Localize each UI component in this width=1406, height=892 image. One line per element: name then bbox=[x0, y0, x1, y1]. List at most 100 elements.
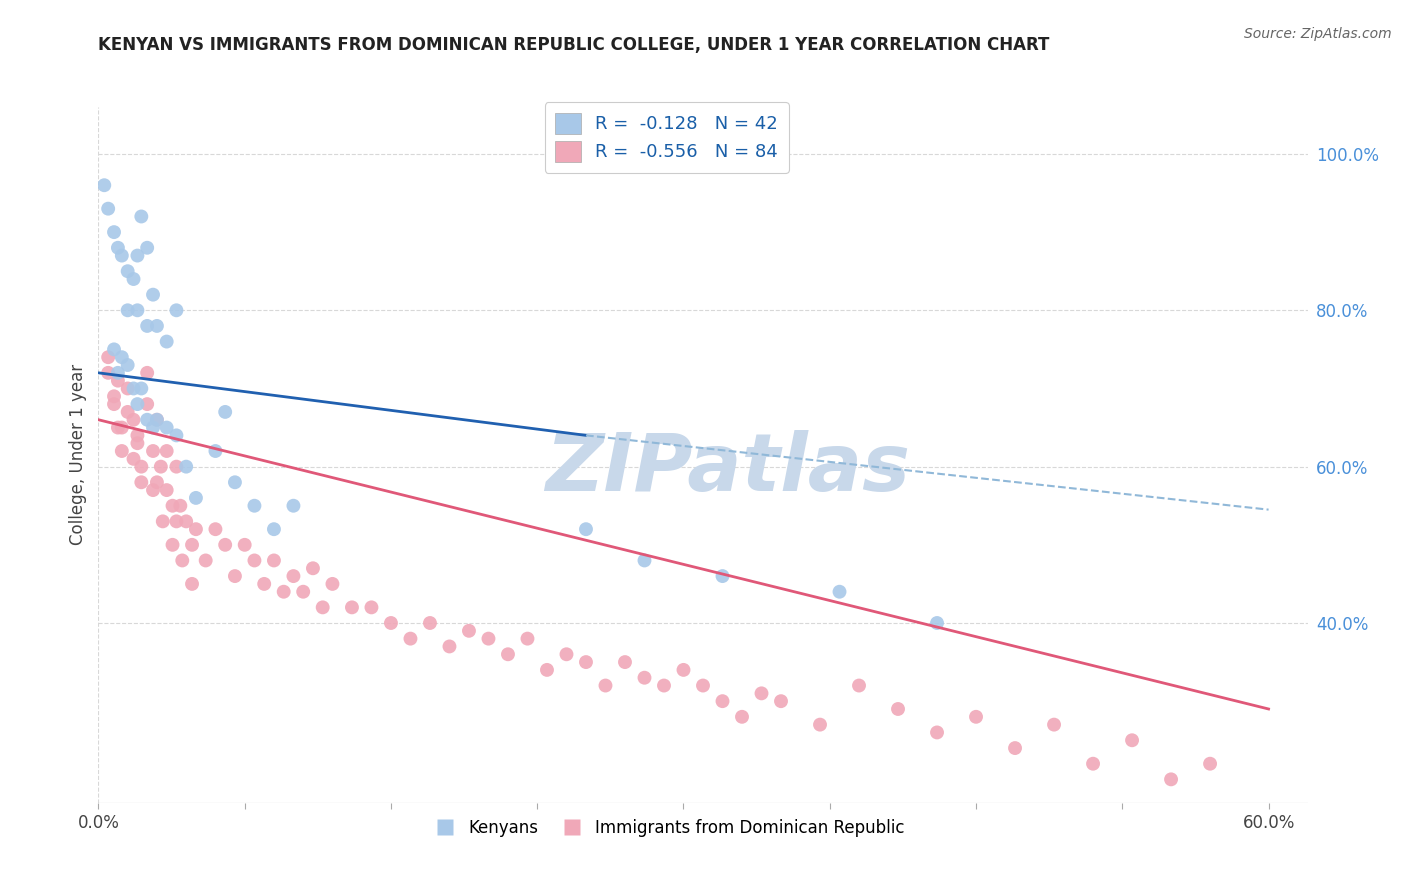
Point bbox=[127, 428, 149, 442]
Point bbox=[103, 397, 125, 411]
Point bbox=[243, 499, 266, 513]
Point bbox=[136, 366, 159, 380]
Point bbox=[107, 420, 129, 434]
Point bbox=[419, 615, 441, 630]
Point bbox=[292, 584, 315, 599]
Point bbox=[156, 444, 179, 458]
Point bbox=[633, 671, 655, 685]
Point bbox=[122, 413, 145, 427]
Point bbox=[117, 382, 139, 396]
Point bbox=[142, 483, 165, 497]
Point bbox=[146, 413, 169, 427]
Point bbox=[751, 686, 773, 700]
Point bbox=[1043, 717, 1066, 731]
Point bbox=[146, 318, 169, 333]
Point bbox=[181, 577, 204, 591]
Point bbox=[146, 475, 169, 490]
Point bbox=[162, 538, 184, 552]
Point bbox=[107, 374, 129, 388]
Point bbox=[302, 561, 325, 575]
Point bbox=[97, 366, 120, 380]
Point bbox=[194, 553, 217, 567]
Point bbox=[127, 397, 149, 411]
Point bbox=[672, 663, 695, 677]
Point bbox=[117, 358, 139, 372]
Point bbox=[184, 522, 207, 536]
Point bbox=[224, 475, 246, 490]
Point bbox=[172, 553, 194, 567]
Point bbox=[731, 710, 754, 724]
Point bbox=[263, 522, 285, 536]
Point bbox=[925, 615, 948, 630]
Point bbox=[136, 397, 159, 411]
Point bbox=[103, 343, 125, 357]
Point bbox=[122, 451, 145, 466]
Point bbox=[516, 632, 538, 646]
Point bbox=[93, 178, 115, 193]
Point bbox=[808, 717, 831, 731]
Point bbox=[633, 553, 655, 567]
Point bbox=[614, 655, 637, 669]
Point bbox=[149, 459, 172, 474]
Point bbox=[711, 694, 734, 708]
Point bbox=[458, 624, 481, 638]
Point bbox=[360, 600, 382, 615]
Point bbox=[117, 405, 139, 419]
Point bbox=[156, 420, 179, 434]
Point bbox=[117, 303, 139, 318]
Point bbox=[97, 202, 120, 216]
Point bbox=[575, 522, 598, 536]
Point bbox=[142, 420, 165, 434]
Point bbox=[204, 522, 226, 536]
Point bbox=[111, 420, 134, 434]
Point bbox=[439, 640, 461, 654]
Point bbox=[575, 655, 598, 669]
Point bbox=[146, 413, 169, 427]
Point bbox=[204, 444, 226, 458]
Point bbox=[136, 241, 159, 255]
Point bbox=[181, 538, 204, 552]
Point bbox=[107, 241, 129, 255]
Point bbox=[165, 514, 187, 528]
Point bbox=[103, 389, 125, 403]
Point bbox=[131, 459, 153, 474]
Point bbox=[111, 350, 134, 364]
Point bbox=[263, 553, 285, 567]
Point bbox=[162, 499, 184, 513]
Point bbox=[283, 569, 305, 583]
Point bbox=[152, 514, 174, 528]
Point bbox=[828, 584, 851, 599]
Legend: Kenyans, Immigrants from Dominican Republic: Kenyans, Immigrants from Dominican Repub… bbox=[422, 812, 911, 843]
Point bbox=[131, 210, 153, 224]
Point bbox=[321, 577, 343, 591]
Point bbox=[174, 459, 197, 474]
Point bbox=[1160, 772, 1182, 787]
Point bbox=[769, 694, 792, 708]
Point bbox=[652, 679, 675, 693]
Point bbox=[1121, 733, 1143, 747]
Point bbox=[127, 303, 149, 318]
Point bbox=[136, 413, 159, 427]
Point bbox=[111, 444, 134, 458]
Text: ZIPatlas: ZIPatlas bbox=[544, 430, 910, 508]
Point bbox=[156, 334, 179, 349]
Point bbox=[848, 679, 870, 693]
Point bbox=[107, 366, 129, 380]
Point bbox=[131, 475, 153, 490]
Point bbox=[156, 483, 179, 497]
Point bbox=[233, 538, 256, 552]
Point bbox=[965, 710, 987, 724]
Point bbox=[496, 647, 519, 661]
Point bbox=[117, 264, 139, 278]
Point bbox=[184, 491, 207, 505]
Point bbox=[127, 436, 149, 450]
Point bbox=[887, 702, 910, 716]
Point bbox=[122, 382, 145, 396]
Text: KENYAN VS IMMIGRANTS FROM DOMINICAN REPUBLIC COLLEGE, UNDER 1 YEAR CORRELATION C: KENYAN VS IMMIGRANTS FROM DOMINICAN REPU… bbox=[98, 36, 1050, 54]
Point bbox=[536, 663, 558, 677]
Point bbox=[169, 499, 191, 513]
Point bbox=[214, 405, 236, 419]
Point bbox=[273, 584, 295, 599]
Point bbox=[283, 499, 305, 513]
Point bbox=[692, 679, 714, 693]
